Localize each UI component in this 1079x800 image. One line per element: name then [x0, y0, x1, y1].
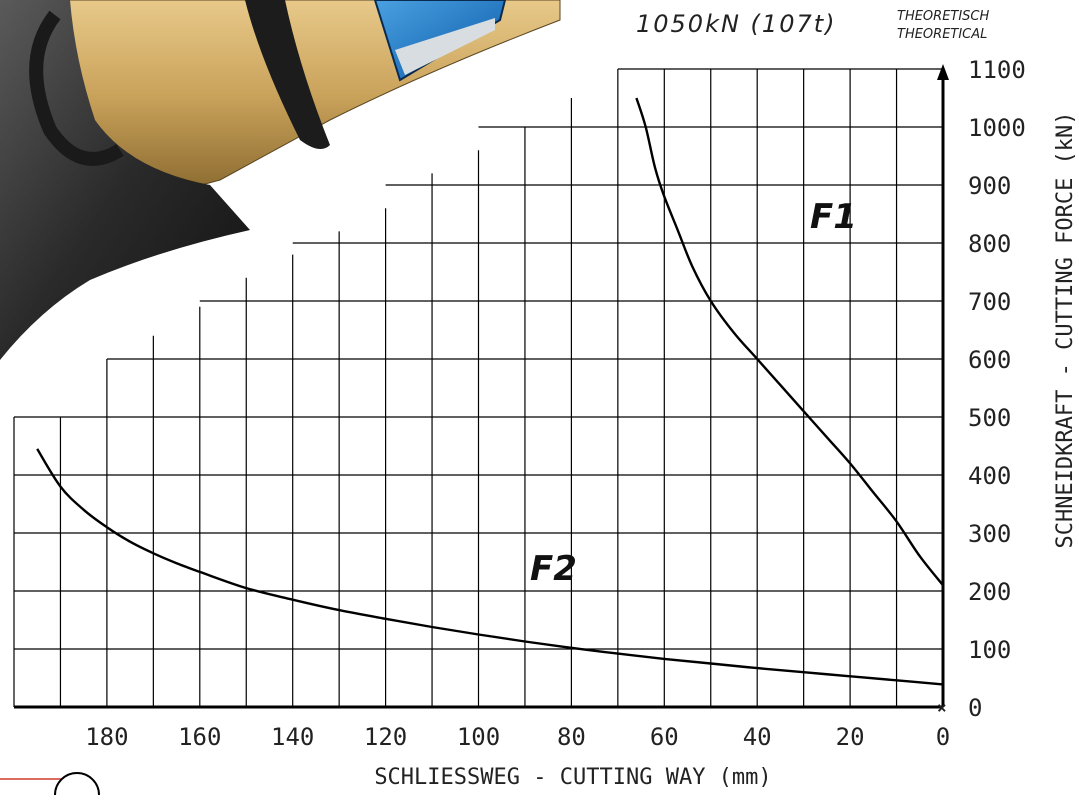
series-group	[36, 97, 944, 686]
theoretical-note-en: THEORETICAL	[897, 27, 987, 42]
chart-grid	[13, 68, 943, 707]
x-tick-label: 40	[743, 723, 772, 751]
corner-circle-mark	[54, 772, 100, 796]
y-tick-label: 0	[968, 694, 982, 722]
tool-dark-handle	[0, 0, 250, 360]
y-tick-label: 300	[968, 520, 1011, 548]
x-tick-labels: 180 160 140 120 100 80 60 40 20 0	[85, 723, 950, 751]
tool-ring	[29, 10, 124, 166]
chart-axes: ×	[14, 64, 949, 717]
y-tick-label: 500	[968, 404, 1011, 432]
x-tick-label: 100	[457, 723, 500, 751]
x-axis-label: SCHLIESSWEG - CUTTING WAY (mm)	[374, 765, 771, 790]
y-tick-label: 800	[968, 230, 1011, 258]
theoretical-note-de: THEORETISCH	[897, 9, 990, 24]
tool-collar	[245, 0, 330, 149]
y-tick-label: 600	[968, 346, 1011, 374]
y-tick-label: 900	[968, 172, 1011, 200]
y-tick-label: 400	[968, 462, 1011, 490]
y-tick-label: 700	[968, 288, 1011, 316]
x-tick-label: 120	[364, 723, 407, 751]
y-axis-label: SCHNEIDKRAFT - CUTTING FORCE (kN)	[1053, 111, 1078, 548]
y-tick-label: 100	[968, 636, 1011, 664]
x-tick-label: 0	[936, 723, 950, 751]
tool-label-window	[395, 18, 495, 75]
x-tick-label: 140	[271, 723, 314, 751]
y-tick-labels: 0 100 200 300 400 500 600 700 800 900 1000 1100	[968, 56, 1026, 722]
cutter-tool-illustration	[0, 0, 561, 360]
force-rating: 1050kN (107t)	[636, 10, 837, 38]
y-axis-arrow	[937, 64, 949, 80]
y-tick-label: 1100	[968, 56, 1026, 84]
series-label-f2: F2	[530, 549, 577, 589]
x-tick-label: 60	[650, 723, 679, 751]
series-line-f1	[635, 97, 944, 586]
y-tick-label: 1000	[968, 114, 1026, 142]
origin-marker: ×	[937, 698, 947, 717]
x-tick-label: 180	[85, 723, 128, 751]
x-tick-label: 80	[557, 723, 586, 751]
x-tick-label: 160	[178, 723, 221, 751]
series-line-f2	[36, 448, 944, 686]
x-tick-label: 20	[836, 723, 865, 751]
y-tick-label: 200	[968, 578, 1011, 606]
series-label-f1: F1	[810, 197, 857, 237]
